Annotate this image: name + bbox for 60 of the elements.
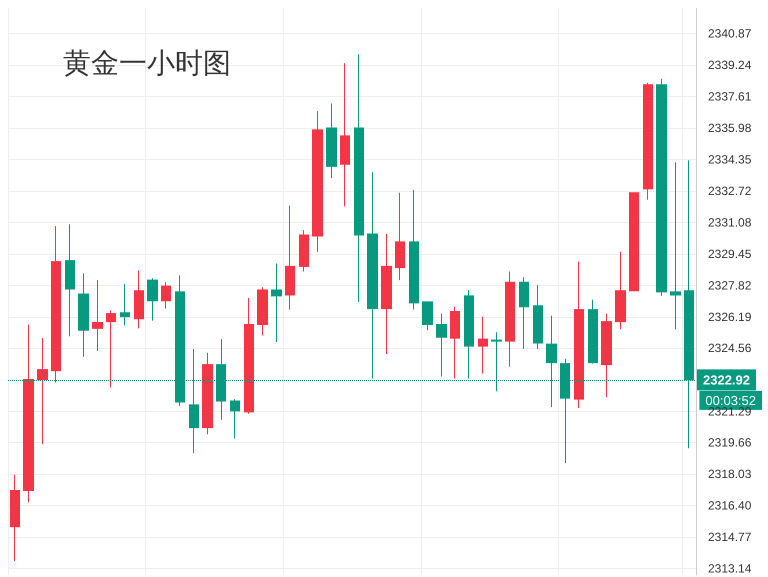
candlestick <box>629 192 639 292</box>
candlestick <box>422 301 433 331</box>
candlestick <box>92 280 103 352</box>
candlestick <box>450 306 460 379</box>
candlestick <box>354 54 364 302</box>
candlestick <box>37 338 48 445</box>
y-tick-label: 2318.03 <box>708 467 752 482</box>
y-tick-label: 2314.77 <box>708 530 752 544</box>
candlestick <box>505 270 515 368</box>
candlestick <box>533 284 543 350</box>
candlestick <box>78 272 89 358</box>
y-tick-label: 2327.82 <box>708 278 752 292</box>
y-tick-label: 2316.40 <box>708 498 752 513</box>
candlestick <box>23 324 34 503</box>
y-tick-label: 2331.08 <box>708 215 752 230</box>
candlestick <box>147 278 158 322</box>
text: 00:03:52 <box>705 392 756 408</box>
candlestick <box>519 276 529 350</box>
candlestick <box>381 234 392 354</box>
y-tick-label: 2335.98 <box>708 120 752 135</box>
y-tick-label: 2339.24 <box>708 58 752 72</box>
candlestick <box>134 270 144 329</box>
candlestick <box>395 192 405 281</box>
candlestick <box>326 102 337 179</box>
candlestick <box>436 313 447 378</box>
candlestick <box>299 230 309 272</box>
text: 黄金一小时图 <box>63 46 231 80</box>
candlestick <box>601 313 612 398</box>
candlestick <box>202 352 213 435</box>
candlestick <box>257 286 268 336</box>
y-tick-label: 2319.66 <box>708 436 752 450</box>
candlestick <box>244 297 254 414</box>
candlestick <box>65 224 75 337</box>
y-tick-label: 2324.56 <box>708 341 752 356</box>
candlestick <box>340 62 350 207</box>
candlestick <box>312 110 323 252</box>
candlestick <box>478 316 488 374</box>
candlestick <box>230 398 240 439</box>
candlestick <box>670 162 681 330</box>
y-tick-label: 2332.72 <box>708 184 752 198</box>
candlestick <box>285 204 295 310</box>
y-tick-label: 2326.19 <box>708 310 752 324</box>
y-tick-label: 2337.61 <box>708 90 752 104</box>
candlestick <box>120 284 130 326</box>
candlestick <box>643 82 653 200</box>
candlestick <box>106 310 116 388</box>
candlestick <box>409 189 419 310</box>
candlestick <box>615 251 626 330</box>
candlestick <box>574 261 584 408</box>
candlestick <box>51 226 61 383</box>
candlestick <box>161 282 171 310</box>
candlestick <box>656 78 667 296</box>
y-tick-label: 2334.35 <box>708 152 752 166</box>
candlestick <box>271 263 282 343</box>
y-tick-label: 2340.87 <box>708 26 752 41</box>
candlestick <box>10 474 20 562</box>
candlestick <box>588 299 598 364</box>
ref-line-label: 2322.92 <box>703 372 750 388</box>
y-tick-label: 2313.14 <box>708 561 752 576</box>
y-tick-label: 2329.45 <box>708 246 752 261</box>
